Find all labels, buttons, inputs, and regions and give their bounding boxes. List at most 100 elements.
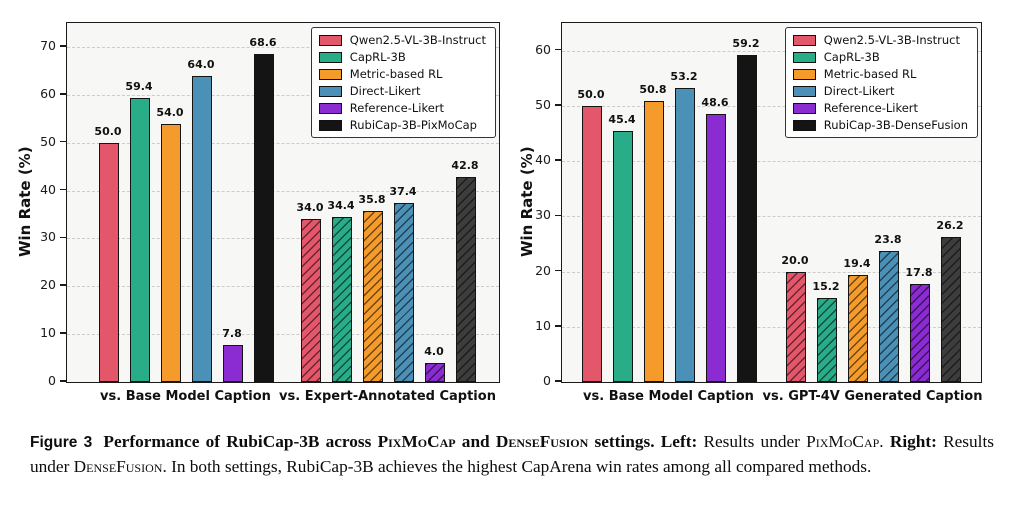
y-tick-label: 50 bbox=[40, 133, 56, 149]
y-tick-mark bbox=[60, 93, 66, 95]
bar-value-label: 35.8 bbox=[358, 192, 386, 206]
figure-caption: Figure 3 Performance of RubiCap-3B acros… bbox=[30, 430, 994, 480]
legend-swatch bbox=[792, 85, 816, 97]
y-tick-label: 30 bbox=[535, 207, 551, 223]
bar bbox=[644, 101, 664, 382]
legend-swatch bbox=[318, 102, 342, 114]
bar bbox=[817, 298, 837, 382]
legend-swatch bbox=[792, 102, 816, 114]
legend-item: Metric-based RL bbox=[792, 67, 968, 81]
legend-item: Reference-Likert bbox=[792, 101, 968, 115]
bar bbox=[425, 362, 445, 382]
bar bbox=[99, 142, 119, 382]
bar-value-label: 34.4 bbox=[327, 199, 355, 213]
chart-right-densefusion: Win Rate (%) Qwen2.5-VL-3B-Instruct CapRL… bbox=[512, 0, 1024, 425]
legend-label: Metric-based RL bbox=[823, 67, 917, 81]
bar-value-label: 50.8 bbox=[639, 83, 667, 97]
caption-right-label: Right: bbox=[889, 432, 937, 451]
bar-value-label: 19.4 bbox=[843, 256, 871, 270]
bar bbox=[192, 75, 212, 382]
caption-smallcaps-pixmocap: PixMoCap bbox=[806, 432, 880, 451]
gridline bbox=[67, 334, 499, 336]
bar-value-label: 34.0 bbox=[296, 201, 324, 215]
y-tick-mark bbox=[60, 236, 66, 239]
legend-label: Direct-Likert bbox=[349, 84, 421, 98]
bar-value-label: 15.2 bbox=[812, 280, 840, 294]
caption-smallcaps-pixmocap: PixMoCap bbox=[377, 432, 456, 451]
bar bbox=[848, 274, 868, 382]
bar-value-label: 53.2 bbox=[670, 70, 698, 84]
y-tick-label: 60 bbox=[40, 85, 56, 101]
bar bbox=[675, 88, 695, 382]
y-tick-mark bbox=[60, 380, 66, 382]
gridline bbox=[562, 271, 981, 273]
legend-label: Metric-based RL bbox=[349, 67, 443, 81]
bar-value-label: 68.6 bbox=[249, 35, 277, 49]
bar-value-label: 64.0 bbox=[187, 57, 215, 71]
y-tick-label: 30 bbox=[40, 229, 56, 245]
legend-swatch bbox=[318, 119, 342, 131]
bar bbox=[786, 271, 806, 382]
legend-label: Direct-Likert bbox=[823, 84, 895, 98]
bar bbox=[737, 55, 757, 382]
y-tick-mark bbox=[555, 324, 561, 327]
y-tick-label: 20 bbox=[40, 277, 56, 293]
legend-item: CapRL-3B bbox=[318, 50, 486, 64]
y-tick-mark bbox=[555, 48, 561, 51]
bar bbox=[456, 177, 476, 382]
legend-item: Qwen2.5-VL-3B-Instruct bbox=[318, 33, 486, 47]
bar-value-label: 48.6 bbox=[701, 95, 729, 109]
legend-swatch bbox=[318, 34, 342, 46]
legend-swatch bbox=[318, 51, 342, 63]
y-tick-mark bbox=[60, 284, 66, 287]
y-tick-label: 70 bbox=[40, 37, 56, 53]
gridline bbox=[67, 286, 499, 288]
legend-label: Reference-Likert bbox=[349, 101, 445, 115]
y-tick-label: 0 bbox=[543, 373, 551, 388]
bar-value-label: 50.0 bbox=[94, 124, 122, 138]
gridline bbox=[562, 326, 981, 328]
caption-smallcaps-densefusion: DenseFusion bbox=[495, 432, 589, 451]
x-category-label: vs. GPT-4V Generated Caption bbox=[762, 389, 983, 404]
y-tick-mark bbox=[60, 140, 66, 143]
caption-text: Results under bbox=[30, 432, 995, 476]
bar bbox=[332, 217, 352, 382]
bar bbox=[223, 344, 243, 382]
charts-row: Win Rate (%) Qwen2.5-VL-3B-Instruct CapRL… bbox=[16, 0, 1024, 425]
x-category-label: vs. Expert-Annotated Caption bbox=[279, 389, 496, 404]
legend-swatch bbox=[792, 119, 816, 131]
y-tick-mark bbox=[555, 214, 561, 217]
y-tick-mark bbox=[60, 332, 66, 334]
legend-label: CapRL-3B bbox=[349, 50, 406, 64]
bar bbox=[613, 131, 633, 382]
y-tick-label: 50 bbox=[535, 96, 551, 112]
y-tick-label: 0 bbox=[48, 373, 56, 388]
bar-value-label: 20.0 bbox=[781, 253, 809, 267]
y-tick-mark bbox=[555, 380, 561, 382]
bar bbox=[582, 105, 602, 382]
y-tick-label: 10 bbox=[535, 317, 551, 333]
bar bbox=[161, 123, 181, 382]
caption-text: Results under bbox=[697, 432, 807, 451]
bar bbox=[394, 202, 414, 382]
legend: Qwen2.5-VL-3B-Instruct CapRL-3B Metric-bas… bbox=[784, 27, 978, 138]
bar bbox=[301, 219, 321, 382]
legend-item: Direct-Likert bbox=[318, 84, 486, 98]
y-tick-mark bbox=[555, 104, 561, 106]
caption-smallcaps-densefusion: DenseFusion bbox=[73, 456, 163, 476]
legend-item: Qwen2.5-VL-3B-Instruct bbox=[792, 33, 968, 47]
plot-area: Qwen2.5-VL-3B-Instruct CapRL-3B Metric-bas… bbox=[561, 22, 982, 383]
bar-value-label: 54.0 bbox=[156, 105, 184, 119]
y-tick-label: 40 bbox=[40, 181, 56, 197]
caption-bold-text: Performance of RubiCap-3B across bbox=[97, 432, 378, 451]
bar bbox=[706, 113, 726, 382]
legend-label: Qwen2.5-VL-3B-Instruct bbox=[349, 33, 486, 47]
y-tick-label: 10 bbox=[40, 325, 56, 341]
bar bbox=[910, 283, 930, 382]
y-tick-mark bbox=[60, 188, 66, 191]
bar-value-label: 45.4 bbox=[608, 113, 636, 127]
gridline bbox=[562, 50, 981, 52]
legend-swatch bbox=[792, 68, 816, 80]
bar-value-label: 7.8 bbox=[222, 326, 242, 340]
y-tick-label: 40 bbox=[535, 152, 551, 168]
